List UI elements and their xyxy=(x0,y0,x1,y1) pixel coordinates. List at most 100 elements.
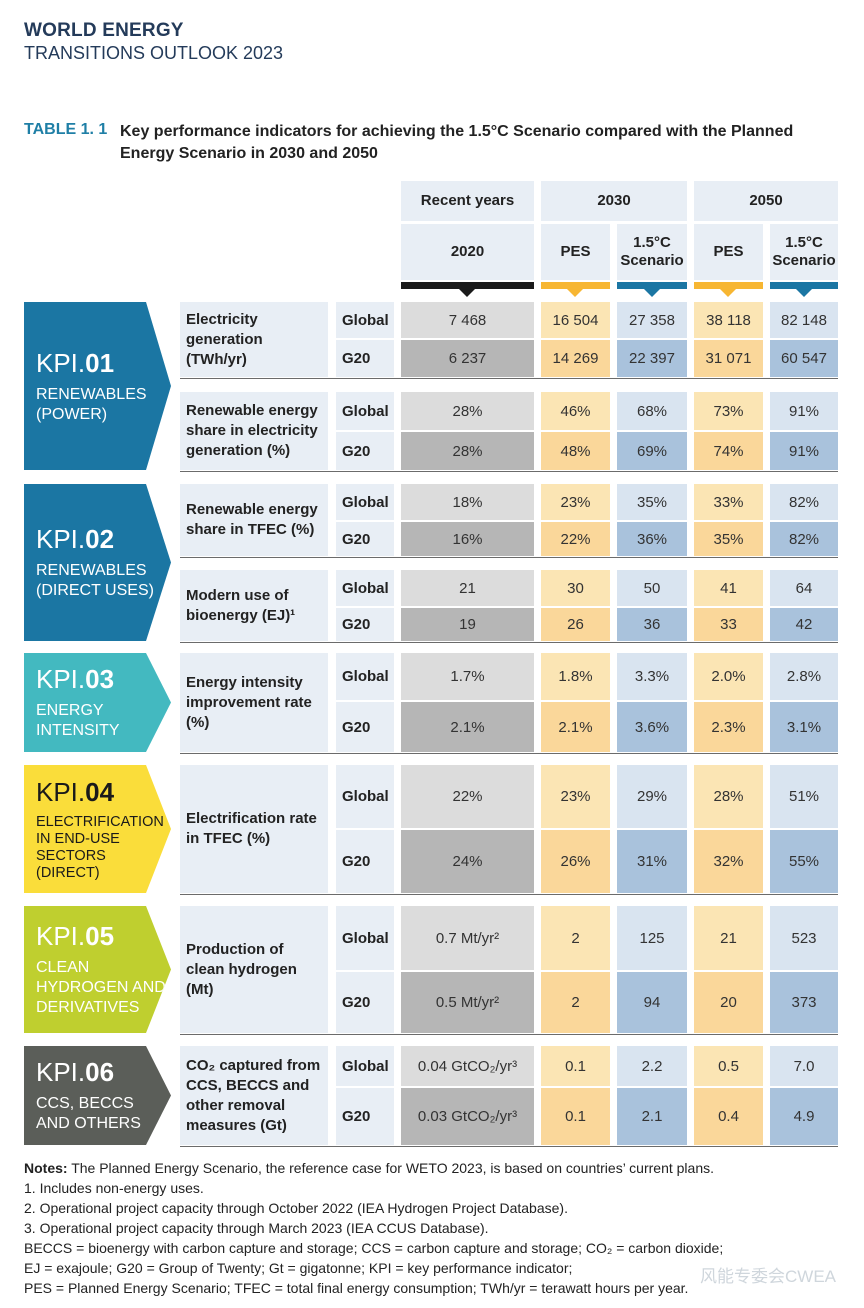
value-cell: 35% xyxy=(617,484,687,520)
indicator-label: Production of clean hydrogen (Mt) xyxy=(180,906,328,1033)
value-cell: 48% xyxy=(541,432,610,470)
abbreviations-3: PES = Planned Energy Scenario; TFEC = to… xyxy=(24,1280,689,1296)
value-cell: 28% xyxy=(401,392,534,430)
row-separator xyxy=(180,471,838,472)
value-cell: 33 xyxy=(694,608,763,641)
region-label: G20 xyxy=(336,830,394,893)
value-cell: 125 xyxy=(617,906,687,970)
value-cell: 6 237 xyxy=(401,340,534,377)
value-cell: 0.7 Mt/yr² xyxy=(401,906,534,970)
col-pes-2050: PES xyxy=(694,224,763,280)
value-cell: 18% xyxy=(401,484,534,520)
value-cell: 68% xyxy=(617,392,687,430)
value-cell: 29% xyxy=(617,765,687,828)
value-cell: 2.0% xyxy=(694,653,763,700)
value-cell: 31% xyxy=(617,830,687,893)
kpi-number: KPI.05 xyxy=(36,921,171,952)
row-separator xyxy=(180,1034,838,1035)
value-cell: 373 xyxy=(770,972,838,1033)
kpi-number: KPI.06 xyxy=(36,1057,171,1088)
value-cell: 30 xyxy=(541,570,610,606)
s15-2030-header-bar xyxy=(617,282,687,289)
col-group-2050: 2050 xyxy=(694,181,838,221)
value-cell: 2.2 xyxy=(617,1046,687,1086)
kpi-block-05: KPI.05 CLEAN HYDROGEN AND DERIVATIVES xyxy=(24,906,171,1033)
value-cell: 82 148 xyxy=(770,302,838,338)
kpi-name: RENEWABLES (POWER) xyxy=(36,385,147,423)
kpi-number: KPI.03 xyxy=(36,664,171,695)
kpi-name: ENERGY INTENSITY xyxy=(36,702,120,739)
value-cell: 0.04 GtCO₂/yr³ xyxy=(401,1046,534,1086)
col-15c-2030: 1.5°C Scenario xyxy=(617,224,687,280)
value-cell: 0.1 xyxy=(541,1046,610,1086)
row-separator xyxy=(180,894,838,895)
kpi-num: 01 xyxy=(85,347,115,378)
kpi-num: 05 xyxy=(85,921,115,951)
value-cell: 3.1% xyxy=(770,702,838,752)
region-label: G20 xyxy=(336,432,394,470)
value-cell: 60 547 xyxy=(770,340,838,377)
value-cell: 26 xyxy=(541,608,610,641)
value-cell: 0.1 xyxy=(541,1088,610,1145)
s15-2050-header-bar xyxy=(770,282,838,289)
value-cell: 28% xyxy=(694,765,763,828)
kpi-num: 02 xyxy=(85,524,115,554)
indicator-label: CO₂ captured from CCS, BECCS and other r… xyxy=(180,1046,328,1145)
abbreviations-1: BECCS = bioenergy with carbon capture an… xyxy=(24,1240,724,1256)
region-label: Global xyxy=(336,392,394,430)
value-cell: 14 269 xyxy=(541,340,610,377)
region-label: Global xyxy=(336,765,394,828)
value-cell: 2.3% xyxy=(694,702,763,752)
value-cell: 2.8% xyxy=(770,653,838,700)
pes-2050-arrow-icon xyxy=(720,289,736,297)
value-cell: 2 xyxy=(541,972,610,1033)
value-cell: 82% xyxy=(770,484,838,520)
value-cell: 3.6% xyxy=(617,702,687,752)
value-cell: 21 xyxy=(694,906,763,970)
col-pes-2030: PES xyxy=(541,224,610,280)
notes: Notes: The Planned Energy Scenario, the … xyxy=(24,1158,844,1298)
row-separator xyxy=(180,1146,838,1147)
kpi-block-01: KPI.01 RENEWABLES (POWER) xyxy=(24,302,171,470)
kpi-prefix: KPI. xyxy=(36,664,86,694)
kpi-num: 04 xyxy=(85,776,115,807)
col-15c-2050: 1.5°C Scenario xyxy=(770,224,838,280)
value-cell: 64 xyxy=(770,570,838,606)
value-cell: 16 504 xyxy=(541,302,610,338)
value-cell: 35% xyxy=(694,522,763,556)
col-recent-2020: 2020 xyxy=(401,224,534,280)
s15-2050-arrow-icon xyxy=(796,289,812,297)
value-cell: 0.5 xyxy=(694,1046,763,1086)
kpi-block-02: KPI.02 RENEWABLES (DIRECT USES) xyxy=(24,484,171,641)
value-cell: 1.7% xyxy=(401,653,534,700)
col-group-recent: Recent years xyxy=(401,181,534,221)
kpi-name: ELECTRIFICATION IN END-USE SECTORS (DIRE… xyxy=(36,813,164,881)
region-label: Global xyxy=(336,653,394,700)
indicator-label: Renewable energy share in electricity ge… xyxy=(180,392,328,470)
pes-2050-header-bar xyxy=(694,282,763,289)
value-cell: 41 xyxy=(694,570,763,606)
value-cell: 3.3% xyxy=(617,653,687,700)
value-cell: 24% xyxy=(401,830,534,893)
value-cell: 69% xyxy=(617,432,687,470)
kpi-block-04: KPI.04 ELECTRIFICATION IN END-USE SECTORS… xyxy=(24,765,171,893)
report-title-line1: WORLD ENERGY xyxy=(24,20,184,41)
value-cell: 2.1% xyxy=(541,702,610,752)
note-1: 1. Includes non-energy uses. xyxy=(24,1180,204,1196)
kpi-prefix: KPI. xyxy=(36,524,86,554)
value-cell: 82% xyxy=(770,522,838,556)
region-label: Global xyxy=(336,302,394,338)
note-2: 2. Operational project capacity through … xyxy=(24,1200,568,1216)
kpi-name: CCS, BECCS AND OTHERS xyxy=(36,1095,141,1132)
value-cell: 50 xyxy=(617,570,687,606)
region-label: Global xyxy=(336,484,394,520)
value-cell: 0.5 Mt/yr² xyxy=(401,972,534,1033)
value-cell: 38 118 xyxy=(694,302,763,338)
value-cell: 0.03 GtCO₂/yr³ xyxy=(401,1088,534,1145)
kpi-prefix: KPI. xyxy=(36,1057,86,1087)
value-cell: 91% xyxy=(770,392,838,430)
notes-label: Notes: xyxy=(24,1160,68,1176)
value-cell: 73% xyxy=(694,392,763,430)
value-cell: 32% xyxy=(694,830,763,893)
region-label: G20 xyxy=(336,1088,394,1145)
